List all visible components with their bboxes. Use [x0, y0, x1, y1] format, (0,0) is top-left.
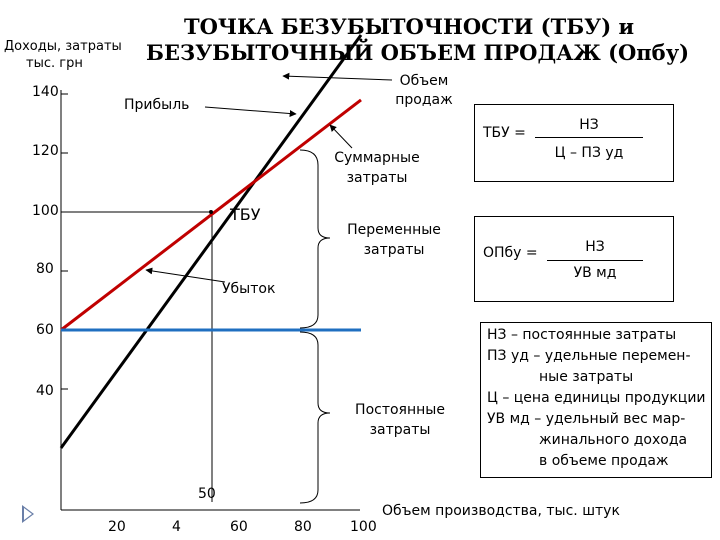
axes	[60, 90, 360, 511]
y-tick-40: 40	[36, 383, 54, 399]
fixed-costs-label-line1: Постоянные	[355, 402, 445, 418]
legend-box: НЗ – постоянные затраты ПЗ уд – удельные…	[480, 322, 712, 478]
x-tick-50: 50	[198, 486, 216, 502]
guide-lines	[61, 211, 213, 502]
formula-tbu-fraction-bar	[535, 137, 643, 138]
total-costs-label-line2: затраты	[346, 170, 408, 186]
chart-title-line1: ТОЧКА БЕЗУБЫТОЧНОСТИ (ТБУ) и	[184, 14, 635, 39]
legend-line-5: УВ мд – удельный вес мар-	[487, 411, 686, 427]
break-even-label: ТБУ	[230, 205, 261, 224]
y-tick-140: 140	[32, 84, 59, 100]
x-tick-100: 100	[350, 519, 377, 535]
total-costs-arrow	[329, 124, 353, 149]
y-tick-marks	[61, 93, 68, 390]
x-axis-label: Объем производства, тыс. штук	[382, 503, 620, 519]
loss-label: Убыток	[222, 281, 276, 297]
x-tick-20: 20	[108, 519, 126, 535]
x-tick-60: 60	[230, 519, 248, 535]
chart-title-line2: БЕЗУБЫТОЧНЫЙ ОБЪЕМ ПРОДАЖ (Опбу)	[146, 40, 690, 65]
fixed-costs-brace	[299, 331, 331, 504]
sales-line	[59, 34, 363, 449]
y-tick-80: 80	[36, 261, 54, 277]
annotations	[145, 72, 393, 504]
legend-line-4: Ц – цена единицы продукции	[487, 390, 706, 406]
variable-costs-label-line1: Переменные	[347, 222, 441, 238]
formula-opbu-box: ОПбу = НЗ УВ мд	[474, 216, 674, 302]
slide-bullet-icon	[22, 505, 34, 523]
series-lines	[59, 34, 363, 449]
profit-arrow	[204, 106, 297, 118]
legend-line-1: НЗ – постоянные затраты	[487, 327, 677, 343]
formula-opbu-numerator: НЗ	[585, 239, 605, 255]
sales-label-line2: продаж	[395, 92, 453, 108]
y-axis-label-line1: Доходы, затраты	[4, 39, 122, 54]
legend-line-7: в объеме продаж	[539, 453, 669, 469]
legend-line-6: жинального дохода	[539, 432, 688, 448]
sales-label-line1: Объем	[399, 73, 449, 89]
formula-tbu-denominator: Ц – ПЗ уд	[554, 145, 624, 161]
total-costs-line	[60, 98, 362, 332]
y-tick-120: 120	[32, 143, 59, 159]
x-tick-4: 4	[172, 519, 181, 535]
fixed-costs-label-line2: затраты	[369, 422, 431, 438]
formula-opbu-left: ОПбу =	[483, 245, 538, 261]
loss-arrow	[145, 267, 226, 283]
y-tick-100: 100	[32, 203, 59, 219]
sales-arrow	[282, 72, 393, 81]
total-costs-label-line1: Суммарные	[334, 150, 420, 166]
formula-tbu-left: ТБУ =	[483, 125, 526, 141]
profit-label: Прибыль	[124, 97, 190, 113]
formula-opbu-fraction-bar	[547, 260, 643, 261]
break-even-point	[209, 210, 213, 214]
formula-tbu-box: ТБУ = НЗ Ц – ПЗ уд	[474, 104, 674, 182]
y-tick-60: 60	[36, 322, 54, 338]
formula-tbu-numerator: НЗ	[579, 117, 599, 133]
legend-line-2: ПЗ уд – удельные перемен-	[487, 348, 691, 364]
variable-costs-label-line2: затраты	[363, 242, 425, 258]
variable-costs-brace	[299, 149, 331, 329]
x-tick-80: 80	[294, 519, 312, 535]
legend-line-3: ные затраты	[539, 369, 634, 385]
formula-opbu-denominator: УВ мд	[573, 265, 617, 281]
y-axis-label-line2: тыс. грн	[26, 56, 83, 71]
